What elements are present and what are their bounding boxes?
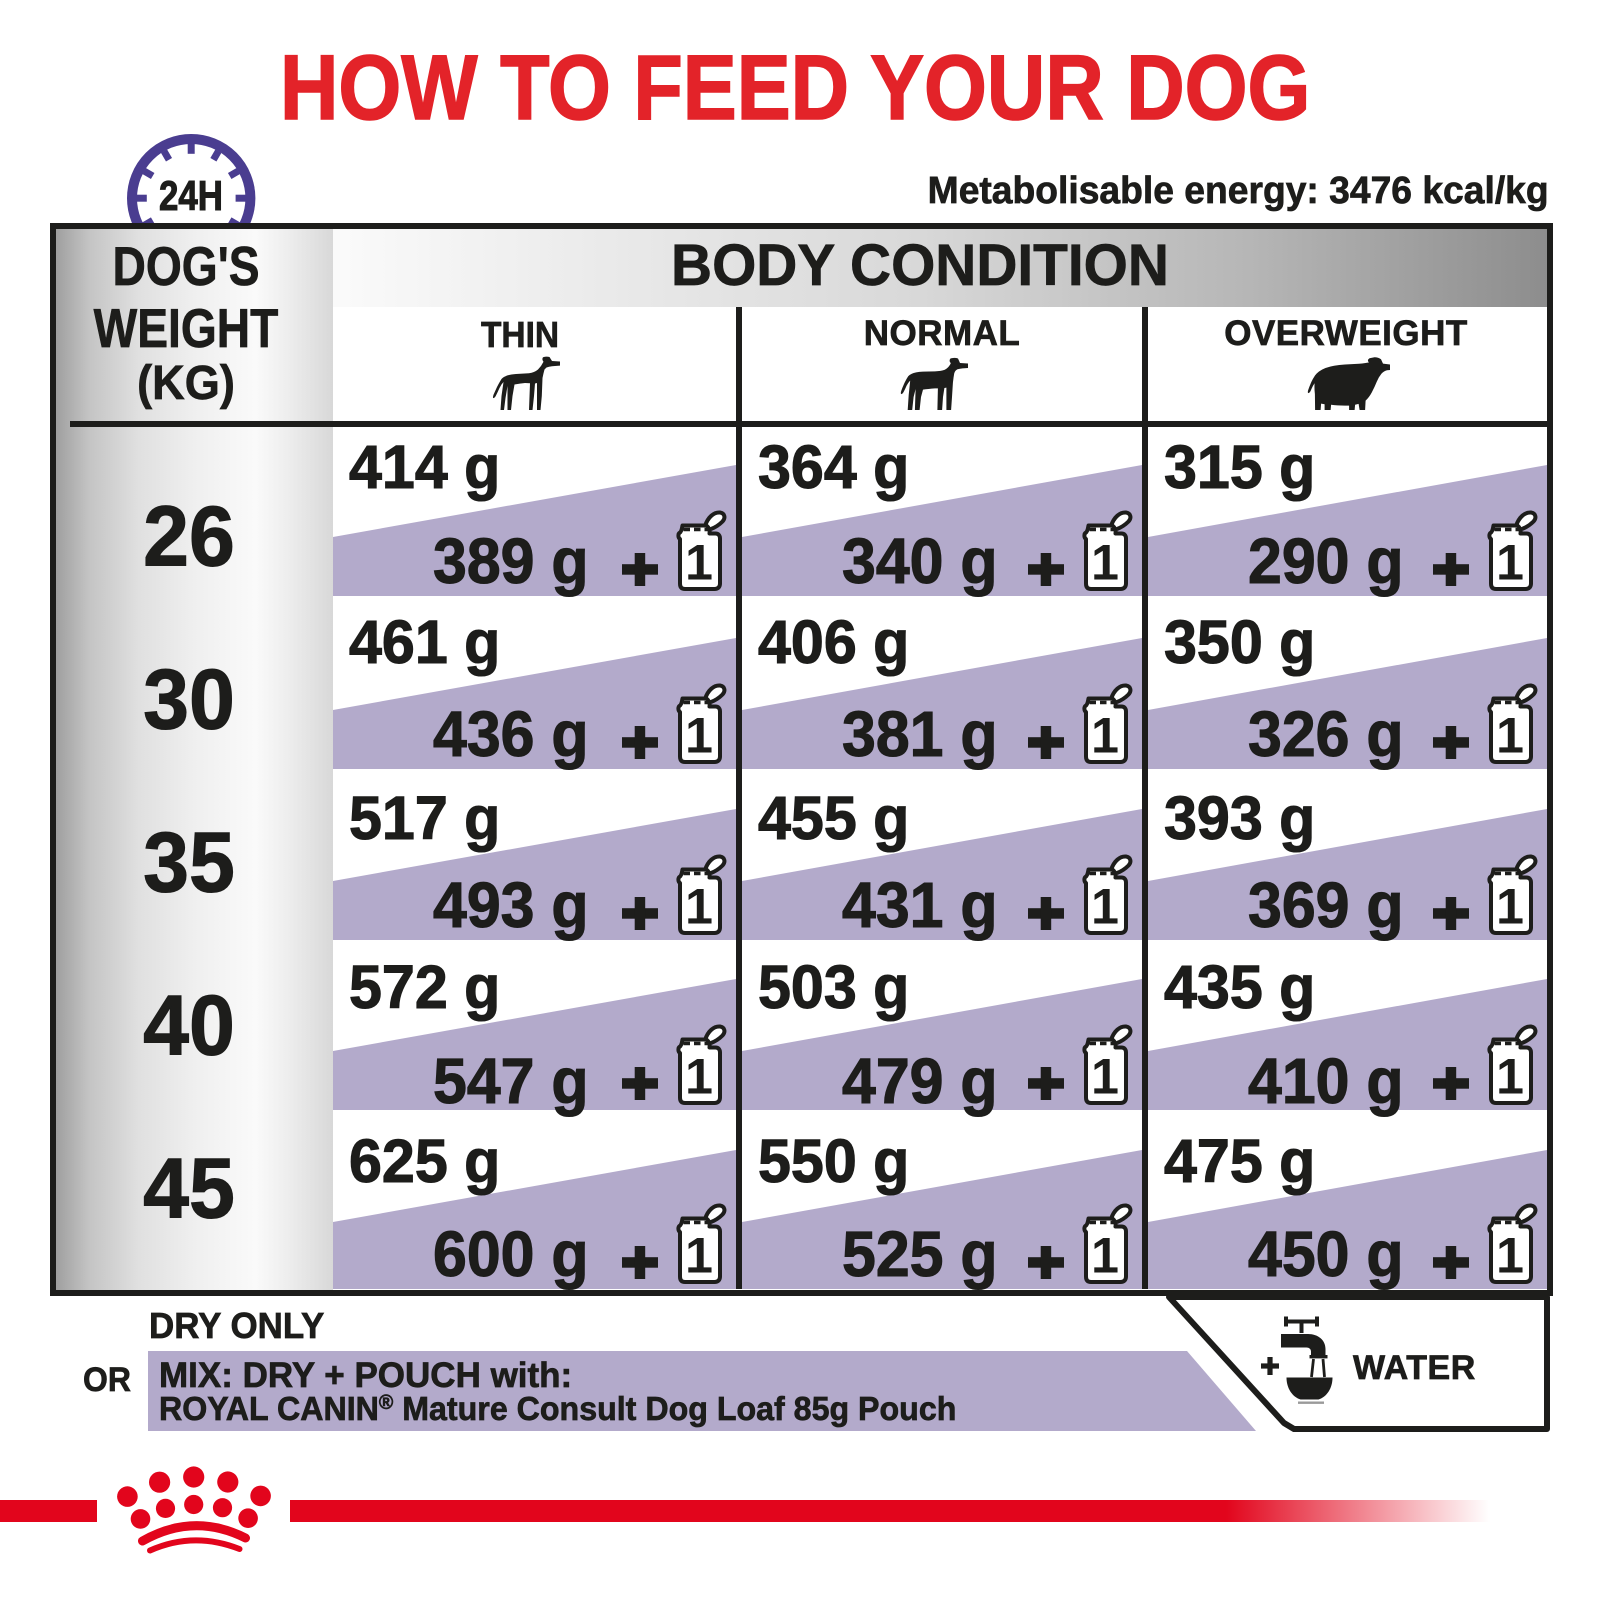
svg-text:1: 1 [685,1228,713,1284]
svg-text:1: 1 [1091,879,1119,935]
svg-text:1: 1 [685,535,713,591]
svg-text:1: 1 [1091,1228,1119,1284]
svg-text:1: 1 [1496,535,1524,591]
svg-text:1: 1 [1496,1228,1524,1284]
svg-text:1: 1 [1496,1049,1524,1105]
svg-text:1: 1 [1091,708,1119,764]
svg-text:1: 1 [685,879,713,935]
svg-text:1: 1 [685,708,713,764]
svg-text:1: 1 [1496,708,1524,764]
svg-text:1: 1 [1496,879,1524,935]
svg-text:1: 1 [685,1049,713,1105]
svg-text:1: 1 [1091,535,1119,591]
svg-text:1: 1 [1091,1049,1119,1105]
